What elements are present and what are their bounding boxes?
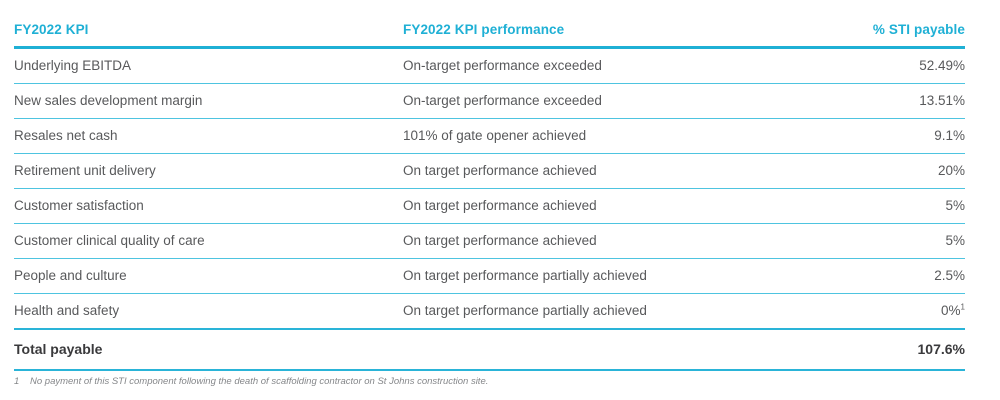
- footnote-reference: 1: [960, 302, 965, 312]
- kpi-table: FY2022 KPI FY2022 KPI performance % STI …: [14, 16, 965, 371]
- kpi-cell: Retirement unit delivery: [14, 153, 403, 189]
- payable-cell: 2.5%: [803, 258, 965, 294]
- kpi-cell: Customer clinical quality of care: [14, 223, 403, 259]
- performance-cell: On-target performance exceeded: [403, 47, 803, 84]
- table-row: People and culture On target performance…: [14, 258, 965, 294]
- payable-cell: 9.1%: [803, 118, 965, 154]
- performance-cell: On target performance achieved: [403, 153, 803, 189]
- footnote: 1 No payment of this STI component follo…: [14, 376, 965, 387]
- kpi-cell: Resales net cash: [14, 118, 403, 154]
- performance-cell: On target performance partially achieved: [403, 258, 803, 294]
- table-row: Health and safety On target performance …: [14, 293, 965, 330]
- performance-cell: On target performance achieved: [403, 223, 803, 259]
- total-performance-cell: [403, 329, 803, 371]
- kpi-cell: People and culture: [14, 258, 403, 294]
- footnote-marker: 1: [14, 376, 20, 387]
- kpi-cell: Underlying EBITDA: [14, 47, 403, 84]
- table-row: Resales net cash 101% of gate opener ach…: [14, 118, 965, 154]
- column-header-sti-payable: % STI payable: [803, 16, 965, 49]
- table-row: Retirement unit delivery On target perfo…: [14, 153, 965, 189]
- payable-cell: 0%1: [803, 293, 965, 330]
- kpi-cell: New sales development margin: [14, 83, 403, 119]
- payable-value: 0%: [941, 303, 961, 318]
- kpi-sti-table-section: FY2022 KPI FY2022 KPI performance % STI …: [14, 16, 965, 387]
- payable-cell: 5%: [803, 223, 965, 259]
- performance-cell: On target performance achieved: [403, 188, 803, 224]
- header-row: FY2022 KPI FY2022 KPI performance % STI …: [14, 16, 965, 49]
- column-header-performance: FY2022 KPI performance: [403, 16, 803, 49]
- kpi-cell: Health and safety: [14, 293, 403, 330]
- payable-cell: 5%: [803, 188, 965, 224]
- total-row: Total payable 107.6%: [14, 329, 965, 371]
- payable-cell: 13.51%: [803, 83, 965, 119]
- performance-cell: On target performance partially achieved: [403, 293, 803, 330]
- column-header-kpi: FY2022 KPI: [14, 16, 403, 49]
- total-label: Total payable: [14, 329, 403, 371]
- performance-cell: 101% of gate opener achieved: [403, 118, 803, 154]
- table-row: Customer satisfaction On target performa…: [14, 188, 965, 224]
- kpi-cell: Customer satisfaction: [14, 188, 403, 224]
- payable-cell: 52.49%: [803, 47, 965, 84]
- table-row: New sales development margin On-target p…: [14, 83, 965, 119]
- payable-cell: 20%: [803, 153, 965, 189]
- performance-cell: On-target performance exceeded: [403, 83, 803, 119]
- total-payable-cell: 107.6%: [803, 329, 965, 371]
- table-row: Underlying EBITDA On-target performance …: [14, 47, 965, 84]
- footnote-text: No payment of this STI component followi…: [30, 376, 489, 387]
- table-row: Customer clinical quality of care On tar…: [14, 223, 965, 259]
